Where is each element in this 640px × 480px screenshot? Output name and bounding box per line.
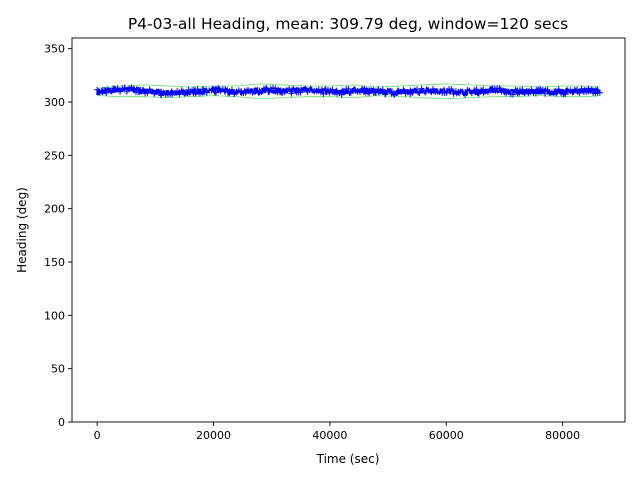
heading-marker [462, 91, 469, 98]
heading-marker [583, 88, 590, 95]
heading-marker [496, 85, 503, 92]
x-tick-label: 60000 [429, 429, 464, 442]
x-tick-label: 40000 [312, 429, 347, 442]
heading-marker [388, 88, 395, 95]
heading-marker [320, 90, 327, 97]
heading-marker [542, 90, 549, 97]
series-upper-envelope [97, 83, 600, 89]
heading-marker [210, 86, 217, 93]
chart-title: P4-03-all Heading, mean: 309.79 deg, win… [128, 15, 568, 33]
heading-marker [107, 88, 114, 95]
heading-marker [130, 85, 137, 92]
heading-marker [174, 88, 181, 95]
heading-marker [539, 87, 546, 94]
heading-marker [532, 90, 539, 97]
plot-area [94, 83, 603, 100]
heading-marker [400, 86, 407, 93]
x-axis-label: Time (sec) [316, 452, 380, 466]
x-tick-label: 0 [94, 429, 101, 442]
heading-marker [144, 90, 151, 97]
heading-marker [155, 88, 162, 95]
heading-marker [448, 86, 455, 93]
heading-marker [443, 89, 450, 96]
heading-marker [139, 87, 146, 94]
x-tick-label: 80000 [545, 429, 580, 442]
heading-marker [475, 90, 482, 97]
heading-marker [302, 85, 309, 92]
heading-marker [510, 91, 517, 98]
x-tick-label: 20000 [196, 429, 231, 442]
heading-marker [196, 90, 203, 97]
heading-marker [596, 89, 603, 96]
heading-marker [265, 89, 272, 96]
y-tick-label: 0 [58, 416, 65, 429]
heading-marker [123, 88, 130, 95]
y-axis-label: Heading (deg) [15, 187, 29, 273]
heading-marker [176, 91, 183, 98]
y-tick-label: 200 [44, 203, 65, 216]
heading-marker [356, 88, 363, 95]
y-tick-label: 150 [44, 256, 65, 269]
heading-marker [576, 90, 583, 97]
heading-marker [574, 86, 581, 93]
axes-frame [71, 37, 626, 423]
heading-marker [272, 85, 279, 92]
heading-marker [190, 87, 197, 94]
heading-marker [416, 90, 423, 97]
y-tick-label: 300 [44, 96, 65, 109]
heading-marker [473, 86, 480, 93]
heading-marker [414, 86, 421, 93]
heading-marker [379, 86, 386, 93]
heading-marker [345, 85, 352, 92]
y-tick-label: 250 [44, 149, 65, 162]
series-lower-envelope [97, 95, 600, 100]
heading-marker [555, 86, 562, 93]
heading-marker [258, 88, 265, 95]
heading-marker [382, 91, 389, 98]
heading-marker [338, 91, 345, 98]
heading-marker [519, 86, 526, 93]
heading-marker [288, 90, 295, 97]
y-tick-label: 350 [44, 43, 65, 56]
heading-marker [212, 89, 219, 96]
heading-marker [228, 86, 235, 93]
y-tick-label: 50 [51, 363, 65, 376]
heading-marker [194, 86, 201, 93]
axes: 0 20000 40000 60000 80000 0 50 100 150 200 250 300 3… [44, 37, 626, 442]
heading-marker [372, 89, 379, 96]
y-tick-label: 100 [44, 309, 65, 322]
heading-marker [528, 86, 535, 93]
